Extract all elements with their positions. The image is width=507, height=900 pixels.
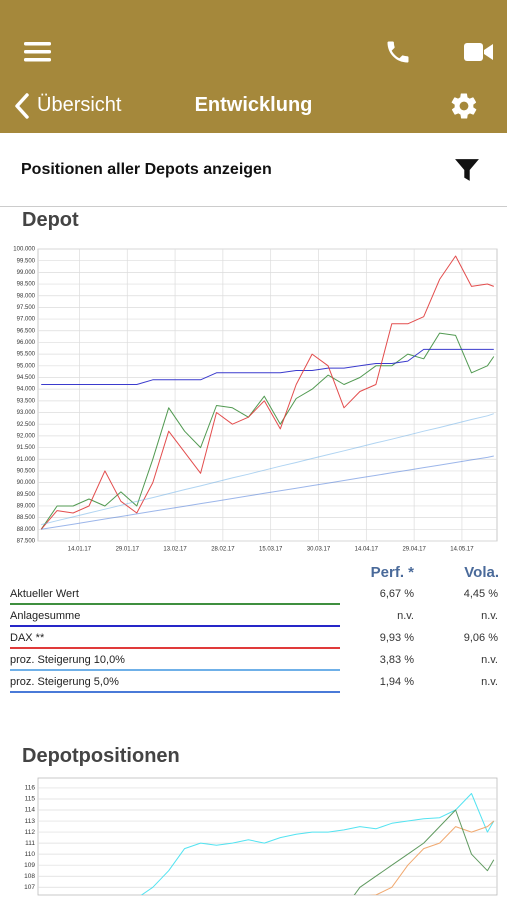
series-line (40, 332, 495, 530)
menu-icon[interactable] (24, 41, 52, 63)
filter-label[interactable]: Positionen aller Depots anzeigen (21, 161, 272, 178)
y-tick-label: 91.000 (17, 457, 36, 463)
y-tick-label: 114 (25, 807, 36, 814)
depot-chart: 87.500 88.000 88.500 89.000 89.500 90.000 90.5… (13, 247, 498, 553)
legend-entry: proz. Steigerung 5,0% (10, 676, 340, 693)
y-tick-label: 110 (25, 851, 36, 858)
x-tick-label: 13.02.17 (163, 547, 187, 553)
phone-icon[interactable] (384, 38, 412, 66)
back-chevron[interactable] (14, 93, 30, 119)
y-tick-label: 88.000 (17, 527, 36, 533)
y-tick-label: 92.000 (17, 433, 36, 439)
column-header: Vola. (464, 564, 499, 581)
perf-value: 6,67 % (379, 588, 414, 600)
vola-value: n.v. (481, 654, 498, 666)
y-tick-label: 90.000 (17, 480, 36, 486)
settings-icon[interactable] (449, 91, 479, 121)
legend-entry: Anlagesumme (10, 610, 340, 627)
x-tick-label: 14.05.17 (450, 547, 474, 553)
series-line (40, 255, 494, 530)
y-tick-label: 116 (25, 785, 36, 792)
perf-value: 9,93 % (379, 632, 414, 644)
perf-value: 1,94 % (379, 676, 414, 688)
y-tick-label: 100.000 (13, 247, 35, 253)
vola-value: n.v. (481, 610, 498, 622)
y-tick-label: 113 (25, 818, 36, 825)
y-tick-label: 93.500 (17, 398, 36, 404)
y-tick-label: 89.000 (17, 504, 36, 510)
x-tick-label: 14.01.17 (68, 547, 92, 553)
series-line (140, 793, 495, 895)
y-tick-label: 99.000 (17, 270, 36, 276)
chart-title: Depot (22, 209, 79, 231)
y-tick-label: 111 (25, 840, 35, 847)
y-tick-label: 98.500 (17, 282, 36, 288)
y-tick-label: 95.500 (17, 352, 36, 358)
y-tick-label: 93.000 (17, 410, 36, 416)
x-tick-label: 29.04.17 (402, 547, 426, 553)
x-tick-label: 28.02.17 (211, 547, 235, 553)
y-tick-label: 91.500 (17, 445, 36, 451)
y-tick-label: 94.000 (17, 387, 36, 393)
plot-area (37, 248, 498, 542)
perf-value: n.v. (397, 610, 414, 622)
y-tick-label: 90.500 (17, 468, 36, 474)
y-tick-label: 112 (25, 829, 36, 836)
x-tick-label: 14.04.17 (355, 547, 379, 553)
y-tick-label: 87.500 (17, 539, 36, 545)
series-line (353, 809, 495, 895)
y-tick-label: 94.500 (17, 375, 36, 381)
app-header: Übersicht Entwicklung (0, 0, 507, 133)
perf-value: 3,83 % (379, 654, 414, 666)
positions-chart: 107 108 109 110 111 112 113 114 115 116 (24, 777, 498, 896)
y-tick-label: 88.500 (17, 515, 36, 521)
series-line (41, 348, 494, 385)
y-tick-label: 96.500 (17, 328, 36, 334)
y-tick-label: 115 (25, 796, 36, 803)
y-tick-label: 92.500 (17, 422, 36, 428)
column-header: Perf. * (370, 564, 414, 581)
plot-area (37, 777, 498, 896)
back-button[interactable]: Übersicht (37, 94, 122, 116)
filter-bar[interactable]: Positionen aller Depots anzeigen (0, 133, 507, 207)
x-tick-label: 30.03.17 (307, 547, 331, 553)
y-tick-label: 109 (24, 862, 35, 869)
vola-value: 9,06 % (463, 632, 498, 644)
vola-value: 4,45 % (463, 588, 498, 600)
vola-value: n.v. (481, 676, 498, 688)
x-tick-label: 15.03.17 (259, 547, 283, 553)
y-tick-label: 96.000 (17, 340, 36, 346)
chart-title: Depotpositionen (22, 745, 180, 767)
series-group (140, 793, 495, 895)
y-tick-label: 97.500 (17, 305, 36, 311)
y-tick-label: 97.000 (17, 317, 36, 323)
legend-entry: proz. Steigerung 10,0% (10, 654, 340, 671)
y-tick-label: 107 (24, 884, 35, 891)
y-tick-label: 98.000 (17, 293, 36, 299)
video-icon[interactable] (464, 42, 494, 62)
legend-entry: Aktueller Wert (10, 588, 340, 605)
x-tick-label: 29.01.17 (116, 547, 140, 553)
y-tick-label: 99.500 (17, 258, 36, 264)
y-tick-label: 108 (24, 873, 35, 880)
series-line (41, 455, 494, 530)
series-line (368, 820, 495, 895)
series-line (41, 413, 494, 526)
y-tick-label: 89.500 (17, 492, 36, 498)
y-tick-label: 95.000 (17, 363, 36, 369)
filter-icon[interactable] (454, 157, 480, 183)
legend-entry: DAX ** (10, 632, 340, 649)
screen-title: Entwicklung (194, 94, 313, 116)
series-group (40, 255, 495, 530)
